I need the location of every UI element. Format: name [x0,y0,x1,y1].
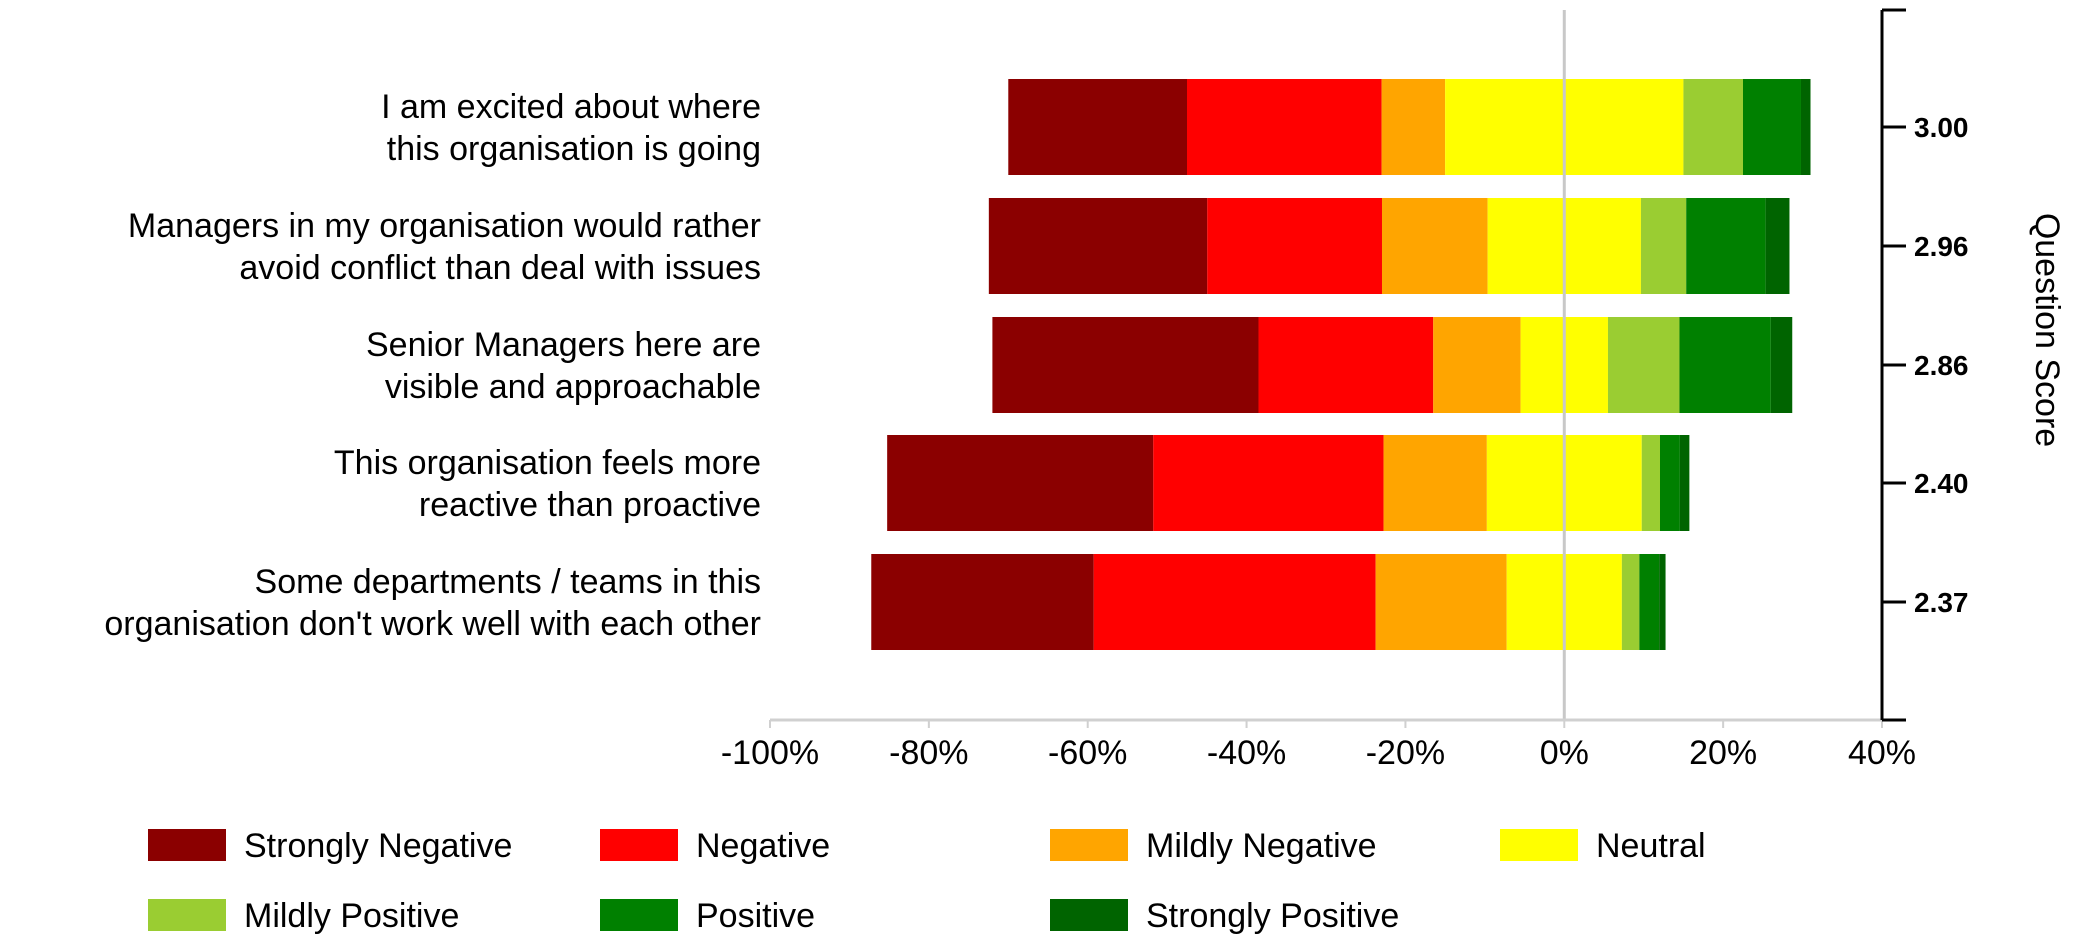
category-label-line: Senior Managers here are [366,326,761,364]
bar-mildly-negative [1383,435,1487,531]
legend-item-negative: Negative [600,827,830,865]
score-label: 2.40 [1914,468,1969,499]
bar-strongly-negative [988,198,1208,294]
category-label-line: Managers in my organisation would rather [128,207,761,245]
bar-positive [1743,79,1801,175]
category-label-line: reactive than proactive [419,486,761,524]
category-label-line: This organisation feels more [334,444,761,482]
score-label: 2.86 [1914,350,1969,381]
legend-label: Strongly Positive [1146,897,1399,935]
category-label: Some departments / teams in this organisa… [104,563,761,643]
legend-label: Positive [696,897,815,935]
category-label: I am excited about where this organisatio… [381,88,761,168]
bar-positive [1679,317,1771,413]
bar-mildly-negative [1433,317,1521,413]
bar-negative [1258,317,1434,413]
category-label-line: organisation don't work well with each o… [104,605,761,643]
legend: Strongly Negative Negative Mildly Negative… [148,827,1706,935]
legend-item-strongly-positive: Strongly Positive [1050,897,1399,935]
bar-strongly-negative [1008,79,1187,175]
bar-mildly-negative [1375,554,1507,650]
x-tick-label: 40% [1848,734,1916,772]
category-labels: I am excited about where this organisatio… [104,88,761,643]
bar-strongly-negative [992,317,1259,413]
category-label: Senior Managers here are visible and appr… [366,326,761,406]
legend-swatch [1050,899,1128,931]
score-axis: 3.00 2.96 2.86 2.40 2.37 Question Score [1880,8,2066,722]
bar-strongly-positive [1659,554,1666,650]
x-axis: -100% -80% -60% -40% -20% 0% 20% 40% [721,718,1916,772]
category-label: Managers in my organisation would rather… [128,207,761,287]
legend-swatch [148,899,226,931]
bar-strongly-negative [887,435,1154,531]
legend-item-neutral: Neutral [1500,827,1706,865]
bar-mildly-negative [1381,79,1446,175]
bar-strongly-positive [1800,79,1811,175]
legend-item-mildly-negative: Mildly Negative [1050,827,1377,865]
x-tick-label: -80% [889,734,968,772]
legend-swatch [1050,829,1128,861]
x-tick-label: 20% [1689,734,1757,772]
bar-negative [1187,79,1382,175]
bar-mildly-negative [1382,198,1488,294]
x-tick-label: -60% [1048,734,1127,772]
bar-mildly-positive [1683,79,1743,175]
category-label-line: I am excited about where [381,88,761,126]
x-tick-label: -100% [721,734,819,772]
bar-positive [1639,554,1660,650]
score-label: 3.00 [1914,112,1969,143]
score-axis-title: Question Score [2028,213,2066,447]
legend-swatch [600,899,678,931]
category-label-line: avoid conflict than deal with issues [239,249,761,287]
bar-mildly-positive [1607,317,1680,413]
bar-strongly-negative [871,554,1094,650]
legend-label: Negative [696,827,830,865]
legend-item-mildly-positive: Mildly Positive [148,897,459,935]
category-label: This organisation feels more reactive tha… [334,444,761,524]
bar-negative [1207,198,1382,294]
category-label-line: Some departments / teams in this [255,563,761,601]
x-tick-label: -40% [1207,734,1286,772]
legend-item-positive: Positive [600,897,815,935]
legend-swatch [1500,829,1578,861]
bar-positive [1686,198,1766,294]
score-label: 2.96 [1914,231,1969,262]
bar-mildly-positive [1641,435,1660,531]
category-label-line: this organisation is going [387,130,761,168]
bar-mildly-positive [1640,198,1687,294]
bar-strongly-positive [1770,317,1793,413]
category-label-line: visible and approachable [385,368,761,406]
score-label: 2.37 [1914,587,1969,618]
legend-label: Mildly Negative [1146,827,1377,865]
bar-positive [1660,435,1680,531]
bar-negative [1093,554,1376,650]
bar-negative [1153,435,1384,531]
bar-strongly-positive [1765,198,1790,294]
legend-label: Neutral [1596,827,1706,865]
bars [871,79,1811,650]
x-tick-label: 0% [1540,734,1589,772]
bar-strongly-positive [1679,435,1690,531]
legend-item-strongly-negative: Strongly Negative [148,827,512,865]
legend-label: Strongly Negative [244,827,512,865]
x-tick-label: -20% [1366,734,1445,772]
legend-swatch [148,829,226,861]
legend-label: Mildly Positive [244,897,459,935]
legend-swatch [600,829,678,861]
bar-mildly-positive [1621,554,1640,650]
